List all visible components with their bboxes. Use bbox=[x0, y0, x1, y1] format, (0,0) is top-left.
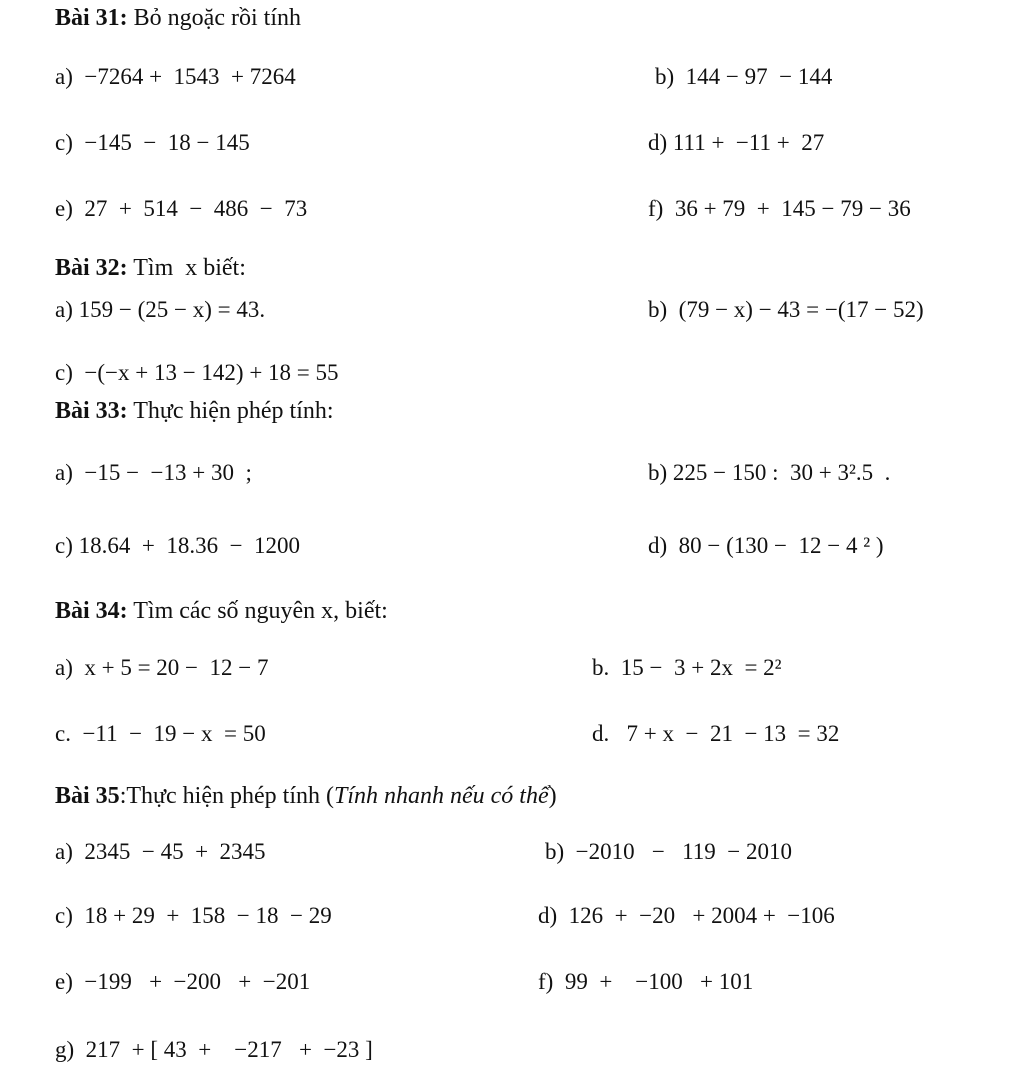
b32-c: c) −(−x + 13 − 142) + 18 = 55 bbox=[55, 360, 339, 385]
exercise-number: Bài 31: bbox=[55, 5, 128, 31]
b31-heading: Bài 31: Bỏ ngoặc rồi tính bbox=[55, 3, 301, 33]
b34-b: b. 15 − 3 + 2x = 2² bbox=[592, 655, 782, 680]
exercise-title: Tìm các số nguyên x, biết: bbox=[127, 598, 388, 624]
b32-heading: Bài 32: Tìm x biết: bbox=[55, 253, 246, 283]
exercise-number: Bài 34: bbox=[55, 598, 128, 624]
b35-e: e) −199 + −200 + −201 bbox=[55, 969, 311, 994]
b34-heading: Bài 34: Tìm các số nguyên x, biết: bbox=[55, 596, 388, 626]
b35-a: a) 2345 − 45 + 2345 bbox=[55, 839, 266, 864]
b31-c: c) −145 − 18 − 145 bbox=[55, 130, 250, 155]
b35-d: d) 126 + −20 + 2004 + −106 bbox=[538, 903, 835, 928]
exercise-title-italic: Tính nhanh nếu có thể bbox=[333, 783, 549, 809]
exercise-title: :Thực hiện phép tính ( bbox=[119, 783, 334, 809]
exercise-title: Tìm x biết: bbox=[127, 255, 246, 281]
b34-c: c. −11 − 19 − x = 50 bbox=[55, 721, 266, 746]
b33-heading: Bài 33: Thực hiện phép tính: bbox=[55, 396, 334, 426]
b35-b: b) −2010 − 119 − 2010 bbox=[545, 839, 792, 864]
exercise-title-end: ) bbox=[548, 783, 557, 809]
b33-c: c) 18.64 + 18.36 − 1200 bbox=[55, 533, 301, 558]
b31-e: e) 27 + 514 − 486 − 73 bbox=[55, 196, 308, 221]
b31-a: a) −7264 + 1543 + 7264 bbox=[55, 64, 296, 89]
b35-c: c) 18 + 29 + 158 − 18 − 29 bbox=[55, 903, 332, 928]
exercise-number: Bài 32: bbox=[55, 255, 128, 281]
exercise-title: Bỏ ngoặc rồi tính bbox=[127, 5, 301, 31]
b33-d: d) 80 − (130 − 12 − 4 ² ) bbox=[648, 533, 884, 558]
exercise-number: Bài 35 bbox=[55, 783, 120, 809]
b34-d: d. 7 + x − 21 − 13 = 32 bbox=[592, 721, 840, 746]
exercise-number: Bài 33: bbox=[55, 398, 128, 424]
b33-a: a) −15 − −13 + 30 ; bbox=[55, 460, 252, 485]
b35-heading: Bài 35:Thực hiện phép tính (Tính nhanh n… bbox=[55, 781, 557, 811]
b32-b: b) (79 − x) − 43 = −(17 − 52) bbox=[648, 297, 924, 322]
b32-a: a) 159 − (25 − x) = 43. bbox=[55, 297, 266, 322]
b35-g: g) 217 + [ 43 + −217 + −23 ] bbox=[55, 1037, 373, 1062]
b33-b: b) 225 − 150 : 30 + 3².5 . bbox=[648, 460, 891, 485]
b31-f: f) 36 + 79 + 145 − 79 − 36 bbox=[648, 196, 911, 221]
b31-b: b) 144 − 97 − 144 bbox=[655, 64, 833, 89]
b34-a: a) x + 5 = 20 − 12 − 7 bbox=[55, 655, 269, 680]
exercise-title: Thực hiện phép tính: bbox=[127, 398, 334, 424]
b35-f: f) 99 + −100 + 101 bbox=[538, 969, 754, 994]
b31-d: d) 111 + −11 + 27 bbox=[648, 130, 825, 155]
